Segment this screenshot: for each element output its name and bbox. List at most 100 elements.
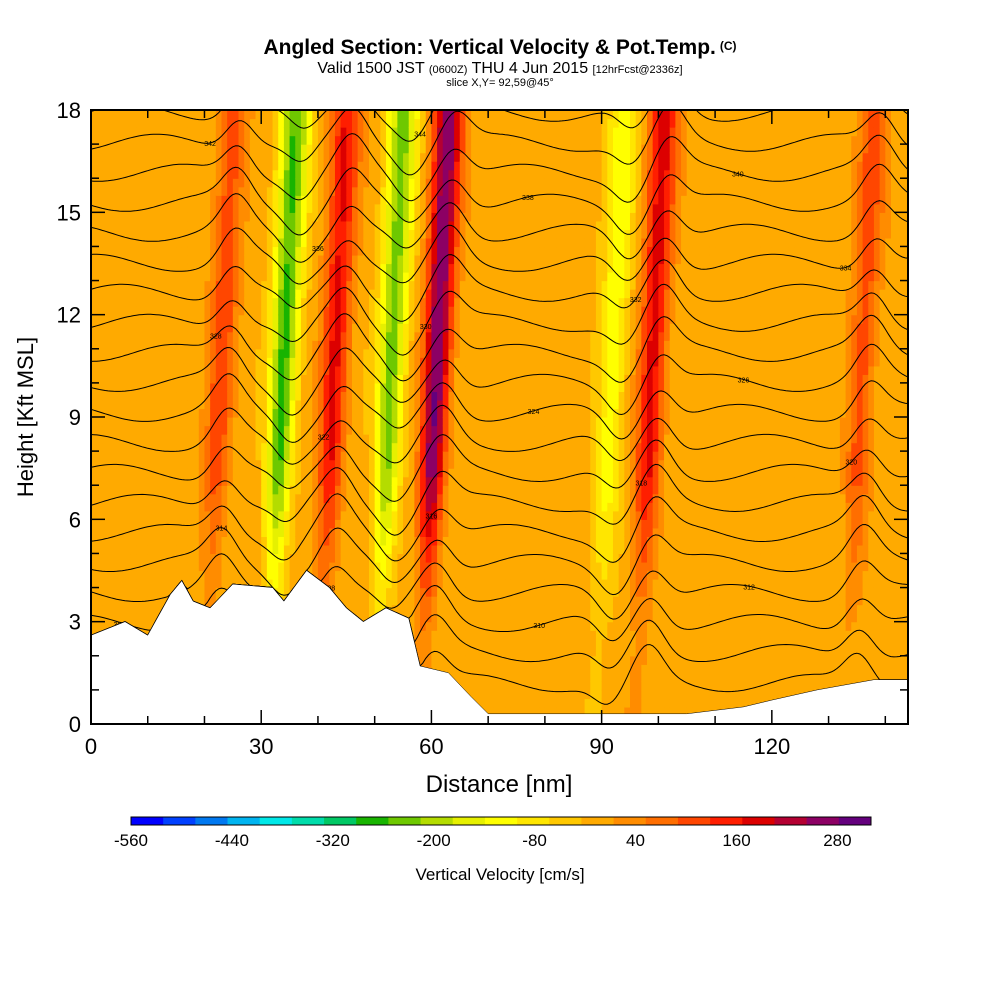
velocity-cell <box>374 229 381 239</box>
velocity-cell <box>210 519 217 529</box>
velocity-cell <box>397 434 404 444</box>
velocity-cell <box>119 306 126 316</box>
velocity-cell <box>289 365 296 375</box>
velocity-cell <box>215 280 223 290</box>
velocity-cell <box>482 544 489 555</box>
velocity-cell <box>374 493 381 503</box>
velocity-cell <box>266 237 274 248</box>
velocity-cell <box>374 152 381 162</box>
velocity-cell <box>300 144 308 154</box>
velocity-cell <box>130 579 137 589</box>
velocity-cell <box>108 425 115 435</box>
velocity-cell <box>130 485 137 495</box>
velocity-cell <box>142 229 149 239</box>
velocity-cell <box>198 374 206 384</box>
velocity-cell <box>119 314 126 324</box>
velocity-cell <box>181 459 189 469</box>
velocity-cell <box>210 118 217 128</box>
velocity-cell <box>147 587 155 597</box>
velocity-cell <box>193 110 200 120</box>
velocity-cell <box>232 391 240 401</box>
velocity-cell <box>442 229 450 239</box>
velocity-cell <box>255 485 262 495</box>
velocity-cell <box>164 374 172 384</box>
velocity-cell <box>454 579 461 589</box>
velocity-cell <box>125 442 132 452</box>
velocity-cell <box>170 382 177 393</box>
velocity-cell <box>232 408 240 418</box>
velocity-cell <box>476 579 484 589</box>
velocity-cell <box>471 237 478 248</box>
velocity-cell <box>471 519 478 529</box>
velocity-cell <box>136 118 143 128</box>
velocity-cell <box>471 536 478 546</box>
velocity-cell <box>442 468 450 478</box>
velocity-cell <box>357 203 364 213</box>
velocity-cell <box>238 135 245 145</box>
velocity-cell <box>346 297 353 307</box>
velocity-cell <box>306 451 313 461</box>
velocity-cell <box>471 306 478 316</box>
velocity-cell <box>278 553 285 563</box>
velocity-cell <box>130 314 137 324</box>
velocity-cell <box>414 331 421 341</box>
velocity-cell <box>136 229 143 239</box>
velocity-cell <box>244 110 251 120</box>
velocity-cell <box>386 186 393 196</box>
velocity-cell <box>323 451 330 461</box>
velocity-cell <box>437 340 444 350</box>
velocity-cell <box>397 570 404 580</box>
velocity-cell <box>181 519 189 529</box>
velocity-cell <box>357 553 364 563</box>
velocity-cell <box>391 263 398 273</box>
velocity-cell <box>232 485 240 495</box>
velocity-cell <box>346 203 353 213</box>
velocity-cell <box>130 212 137 222</box>
velocity-cell <box>414 425 421 435</box>
velocity-cell <box>91 434 98 444</box>
velocity-cell <box>102 289 109 299</box>
velocity-cell <box>374 246 381 256</box>
chart-title: Angled Section: Vertical Velocity & Pot.… <box>263 36 737 59</box>
velocity-cell <box>255 391 262 401</box>
velocity-cell <box>448 604 455 614</box>
velocity-cell <box>130 297 137 307</box>
velocity-cell <box>334 186 342 196</box>
velocity-cell <box>181 434 189 444</box>
velocity-cell <box>181 536 189 546</box>
velocity-cell <box>380 178 387 188</box>
velocity-cell <box>357 596 364 606</box>
velocity-cell <box>289 527 296 537</box>
velocity-cell <box>363 365 370 375</box>
velocity-cell <box>408 579 415 589</box>
velocity-cell <box>306 272 313 282</box>
velocity-cell <box>340 280 347 290</box>
velocity-cell <box>317 348 325 358</box>
velocity-cell <box>323 246 330 256</box>
velocity-cell <box>454 195 461 205</box>
velocity-cell <box>408 306 415 316</box>
velocity-cell <box>193 536 200 546</box>
velocity-cell <box>476 510 484 520</box>
velocity-cell <box>397 297 404 307</box>
velocity-cell <box>221 348 228 358</box>
velocity-cell <box>425 135 433 145</box>
velocity-cell <box>210 434 217 444</box>
velocity-cell <box>357 451 364 461</box>
velocity-cell <box>215 527 223 537</box>
velocity-cell <box>91 561 98 572</box>
velocity-cell <box>403 553 410 563</box>
velocity-cell <box>351 110 359 120</box>
velocity-cell <box>153 485 160 495</box>
velocity-cell <box>448 289 455 299</box>
velocity-cell <box>170 544 177 555</box>
velocity-cell <box>380 246 387 256</box>
velocity-cell <box>397 186 404 196</box>
velocity-cell <box>164 169 172 179</box>
velocity-cell <box>119 229 126 239</box>
velocity-cell <box>249 203 257 213</box>
velocity-cell <box>266 553 274 563</box>
velocity-cell <box>295 263 302 273</box>
velocity-cell <box>414 289 421 299</box>
velocity-cell <box>442 510 450 520</box>
